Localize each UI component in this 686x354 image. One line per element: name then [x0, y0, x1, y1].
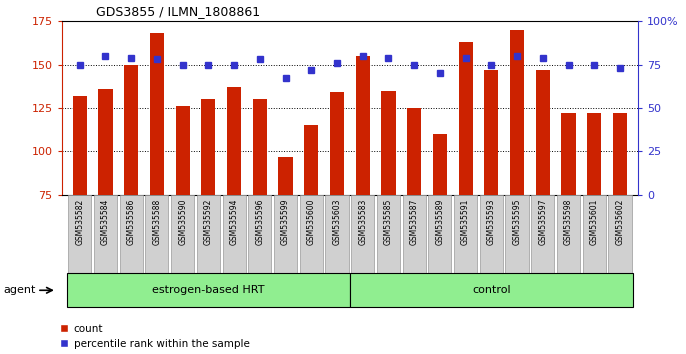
FancyBboxPatch shape	[325, 195, 348, 273]
Text: GSM535590: GSM535590	[178, 199, 187, 245]
FancyBboxPatch shape	[531, 195, 554, 273]
Bar	[484, 70, 499, 195]
FancyBboxPatch shape	[171, 195, 194, 273]
Text: GSM535595: GSM535595	[512, 199, 521, 245]
FancyBboxPatch shape	[557, 195, 580, 273]
Bar	[330, 92, 344, 195]
FancyBboxPatch shape	[248, 195, 272, 273]
Text: GSM535593: GSM535593	[487, 199, 496, 245]
Text: GSM535603: GSM535603	[333, 199, 342, 245]
FancyBboxPatch shape	[350, 273, 632, 307]
Bar	[355, 56, 370, 195]
FancyBboxPatch shape	[351, 195, 375, 273]
FancyBboxPatch shape	[454, 195, 477, 273]
Bar	[407, 108, 421, 195]
FancyBboxPatch shape	[300, 195, 323, 273]
Bar	[227, 87, 241, 195]
Bar	[510, 30, 524, 195]
FancyBboxPatch shape	[68, 195, 91, 273]
Bar	[279, 156, 293, 195]
Text: agent: agent	[3, 285, 36, 295]
Bar	[201, 99, 215, 195]
Bar	[124, 64, 139, 195]
Text: GSM535601: GSM535601	[590, 199, 599, 245]
FancyBboxPatch shape	[608, 195, 632, 273]
Text: GSM535583: GSM535583	[358, 199, 367, 245]
Bar	[304, 125, 318, 195]
Text: GSM535596: GSM535596	[255, 199, 264, 245]
Bar	[150, 33, 164, 195]
Bar	[587, 113, 602, 195]
Bar	[561, 113, 576, 195]
Bar	[381, 91, 396, 195]
Text: GSM535592: GSM535592	[204, 199, 213, 245]
Text: GSM535597: GSM535597	[539, 199, 547, 245]
Bar	[252, 99, 267, 195]
Text: GSM535586: GSM535586	[127, 199, 136, 245]
FancyBboxPatch shape	[145, 195, 169, 273]
Legend: count, percentile rank within the sample: count, percentile rank within the sample	[60, 324, 250, 349]
Text: GDS3855 / ILMN_1808861: GDS3855 / ILMN_1808861	[96, 5, 260, 18]
FancyBboxPatch shape	[582, 195, 606, 273]
Text: GSM535584: GSM535584	[101, 199, 110, 245]
FancyBboxPatch shape	[119, 195, 143, 273]
FancyBboxPatch shape	[274, 195, 297, 273]
FancyBboxPatch shape	[506, 195, 529, 273]
FancyBboxPatch shape	[480, 195, 503, 273]
FancyBboxPatch shape	[94, 195, 117, 273]
Text: GSM535591: GSM535591	[461, 199, 470, 245]
Text: GSM535594: GSM535594	[230, 199, 239, 245]
Text: GSM535599: GSM535599	[281, 199, 290, 245]
Bar	[458, 42, 473, 195]
Text: GSM535582: GSM535582	[75, 199, 84, 245]
Text: control: control	[472, 285, 510, 295]
FancyBboxPatch shape	[197, 195, 220, 273]
Text: GSM535602: GSM535602	[615, 199, 624, 245]
Text: GSM535589: GSM535589	[436, 199, 445, 245]
FancyBboxPatch shape	[403, 195, 426, 273]
Text: GSM535585: GSM535585	[384, 199, 393, 245]
Text: GSM535600: GSM535600	[307, 199, 316, 245]
Bar	[433, 134, 447, 195]
Text: GSM535598: GSM535598	[564, 199, 573, 245]
FancyBboxPatch shape	[377, 195, 400, 273]
FancyBboxPatch shape	[222, 195, 246, 273]
Bar	[536, 70, 550, 195]
FancyBboxPatch shape	[67, 273, 350, 307]
Bar	[176, 106, 190, 195]
Bar	[613, 113, 627, 195]
Bar	[98, 89, 113, 195]
Text: GSM535587: GSM535587	[410, 199, 418, 245]
FancyBboxPatch shape	[428, 195, 451, 273]
Text: estrogen-based HRT: estrogen-based HRT	[152, 285, 265, 295]
Bar	[73, 96, 87, 195]
Text: GSM535588: GSM535588	[152, 199, 161, 245]
